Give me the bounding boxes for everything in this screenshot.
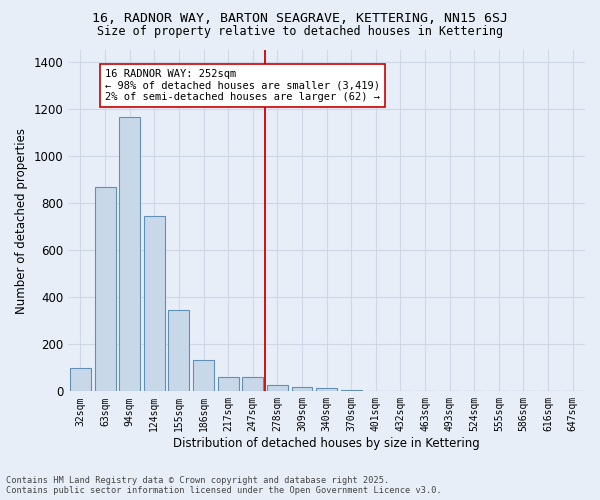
Bar [144, 216, 165, 392]
Bar [95, 186, 116, 392]
Bar [193, 360, 214, 392]
Text: Size of property relative to detached houses in Kettering: Size of property relative to detached ho… [97, 25, 503, 38]
Bar [316, 388, 337, 392]
Bar [292, 387, 313, 392]
Text: 16 RADNOR WAY: 252sqm
← 98% of detached houses are smaller (3,419)
2% of semi-de: 16 RADNOR WAY: 252sqm ← 98% of detached … [105, 69, 380, 102]
Bar [169, 310, 190, 392]
Text: 16, RADNOR WAY, BARTON SEAGRAVE, KETTERING, NN15 6SJ: 16, RADNOR WAY, BARTON SEAGRAVE, KETTERI… [92, 12, 508, 26]
Y-axis label: Number of detached properties: Number of detached properties [15, 128, 28, 314]
X-axis label: Distribution of detached houses by size in Kettering: Distribution of detached houses by size … [173, 437, 480, 450]
Text: Contains HM Land Registry data © Crown copyright and database right 2025.
Contai: Contains HM Land Registry data © Crown c… [6, 476, 442, 495]
Bar [218, 377, 239, 392]
Bar [119, 117, 140, 392]
Bar [267, 384, 288, 392]
Bar [70, 368, 91, 392]
Bar [341, 390, 362, 392]
Bar [242, 377, 263, 392]
